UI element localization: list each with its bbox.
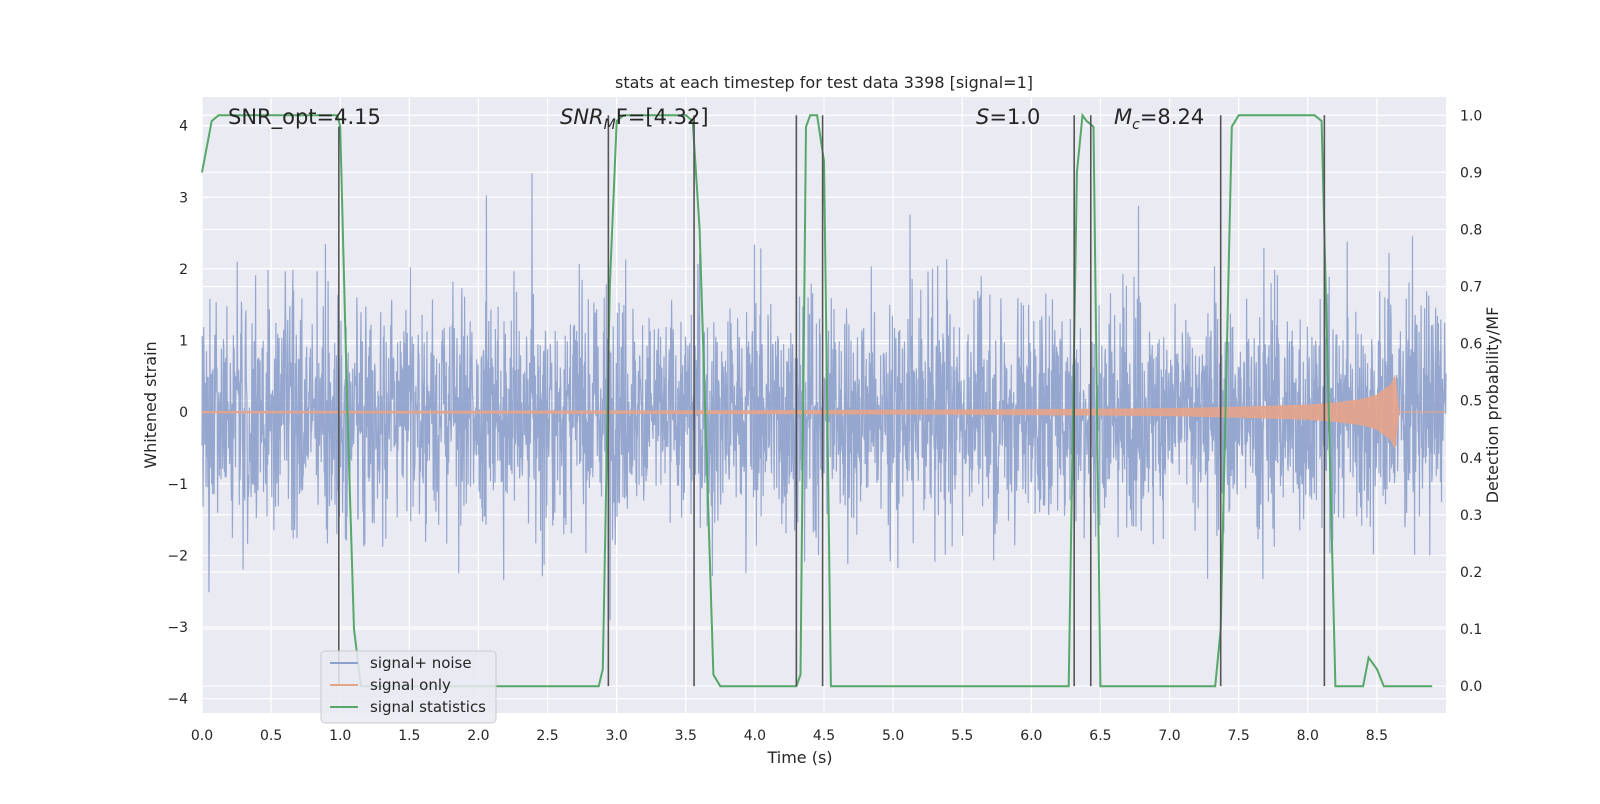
legend-entry-noise: signal+ noise — [370, 654, 472, 672]
y-tick-label: −4 — [167, 692, 188, 708]
annotation-snr-mf: SNRMF=[4.32] — [560, 105, 709, 133]
annotation-mc-main: M — [1114, 105, 1132, 129]
annotation-snr-mf-rest: F=[4.32] — [616, 105, 709, 129]
x-tick-label: 6.5 — [1089, 728, 1111, 744]
x-tick-label: 0.5 — [260, 728, 282, 744]
annotation-snr-mf-sub: M — [604, 117, 616, 133]
y2-tick-label: 0.5 — [1460, 394, 1482, 410]
y-tick-label: −1 — [167, 477, 188, 493]
annotation-mc-sub: c — [1132, 117, 1140, 133]
x-axis-label: Time (s) — [766, 748, 832, 767]
annotation-s: S=1.0 — [976, 105, 1040, 129]
legend-entry-statistics: signal statistics — [370, 698, 486, 716]
y2-tick-label: 0.2 — [1460, 565, 1482, 581]
y2-tick-label: 0.4 — [1460, 451, 1482, 467]
x-tick-label: 0.0 — [191, 728, 213, 744]
y-tick-label: 1 — [179, 334, 188, 350]
axes: 0.0 0.5 1.0 1.5 2.0 2.5 3.0 3.5 4.0 4.5 5.0 5.5 6.0 6… — [167, 108, 1482, 744]
x-tick-label: 3.5 — [675, 728, 697, 744]
chart-title: stats at each timestep for test data 339… — [615, 73, 1033, 92]
x-tick-label: 7.5 — [1228, 728, 1250, 744]
legend-frame — [320, 650, 497, 724]
y2-tick-label: 1.0 — [1460, 108, 1482, 124]
x-tick-label: 3.0 — [606, 728, 628, 744]
annotation-snr-opt: SNR_opt=4.15 — [228, 105, 381, 130]
x-tick-label: 8.0 — [1297, 728, 1319, 744]
annotation-mc-rest: =8.24 — [1140, 105, 1204, 129]
y-tick-label: 4 — [179, 119, 188, 135]
y2-tick-label: 0.3 — [1460, 508, 1482, 524]
y2-tick-label: 0.0 — [1460, 679, 1482, 695]
x-tick-label: 1.0 — [329, 728, 351, 744]
y-tick-label: −2 — [167, 548, 188, 564]
y-tick-label: −3 — [167, 620, 188, 636]
y-tick-label: 3 — [179, 190, 188, 206]
y2-tick-label: 0.6 — [1460, 337, 1482, 353]
legend-entry-signal: signal only — [370, 676, 451, 694]
y-axis-label: Whitened strain — [141, 341, 160, 468]
annotation-s-main: S — [976, 105, 989, 129]
annotation-snr-mf-main: SNR — [560, 105, 604, 129]
x-tick-label: 7.0 — [1158, 728, 1180, 744]
y-tick-label: 0 — [179, 405, 188, 421]
series-signal-noise — [201, 173, 1447, 620]
legend: signal+ noise signal only signal statist… — [320, 650, 497, 724]
x-tick-label: 4.0 — [744, 728, 766, 744]
x-tick-label: 5.0 — [882, 728, 904, 744]
x-tick-label: 2.5 — [536, 728, 558, 744]
x-tick-label: 1.5 — [398, 728, 420, 744]
series-signal-only — [201, 374, 1400, 450]
y-tick-label: 2 — [179, 262, 188, 278]
x-tick-label: 8.5 — [1366, 728, 1388, 744]
x-tick-label: 2.0 — [467, 728, 489, 744]
y2-tick-label: 0.8 — [1460, 222, 1482, 238]
x-tick-label: 4.5 — [813, 728, 835, 744]
y2-tick-label: 0.9 — [1460, 165, 1482, 181]
x-tick-label: 6.0 — [1020, 728, 1042, 744]
x-tick-label: 5.5 — [951, 728, 973, 744]
annotation-mc: Mc=8.24 — [1114, 105, 1204, 133]
y2-tick-label: 0.7 — [1460, 280, 1482, 296]
annotation-s-rest: =1.0 — [989, 105, 1040, 129]
y2-tick-label: 0.1 — [1460, 622, 1482, 638]
y2-axis-label: Detection probability/MF — [1483, 307, 1502, 504]
